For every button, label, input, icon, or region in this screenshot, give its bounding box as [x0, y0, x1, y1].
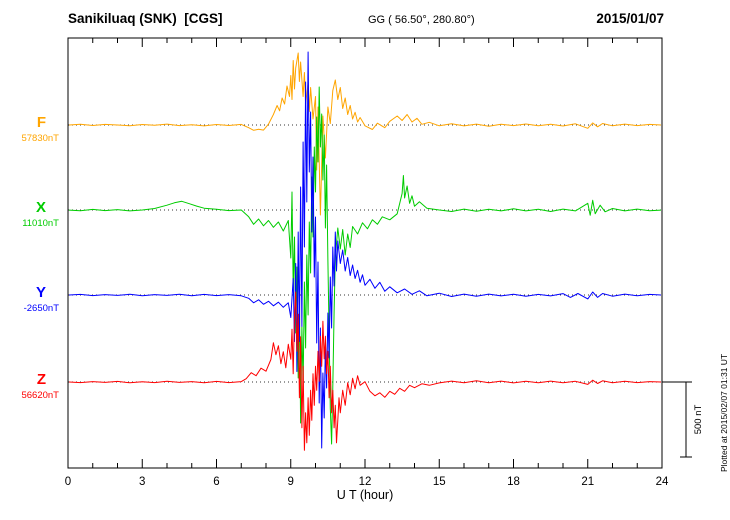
station-title: Sanikiluaq (SNK) [CGS]	[68, 11, 223, 26]
trace-F	[69, 52, 661, 216]
geographic-coords: GG ( 56.50°, 280.80°)	[368, 14, 475, 26]
plot-frame	[67, 37, 663, 469]
trace-Z	[69, 291, 661, 451]
x-tick-label: 24	[656, 476, 669, 488]
x-tick-label: 9	[288, 476, 294, 488]
x-tick-label: 0	[65, 476, 71, 488]
plotted-at-note: Plotted at 2015/02/07 01:31 UT	[719, 353, 729, 472]
trace-Y	[69, 51, 661, 449]
series-label-F: F	[37, 114, 46, 131]
x-tick-label: 18	[507, 476, 520, 488]
series-baseline-value-X: 11010nT	[22, 218, 59, 229]
series-label-Z: Z	[37, 371, 46, 388]
x-axis-label: U T (hour)	[336, 488, 394, 502]
trace-X	[69, 86, 661, 445]
x-tick-label: 21	[581, 476, 594, 488]
series-baseline-value-Z: 56620nT	[21, 390, 59, 401]
x-tick-label: 12	[359, 476, 372, 488]
series-label-Y: Y	[36, 284, 46, 301]
x-tick-label: 6	[213, 476, 219, 488]
x-tick-label: 3	[139, 476, 145, 488]
series-baseline-value-Y: -2650nT	[24, 303, 60, 314]
observation-date: 2015/01/07	[596, 11, 664, 26]
x-tick-label: 15	[433, 476, 446, 488]
series-baseline-value-F: 57830nT	[21, 133, 59, 144]
scale-bar-label: 500 nT	[693, 405, 704, 435]
series-label-X: X	[36, 199, 46, 216]
